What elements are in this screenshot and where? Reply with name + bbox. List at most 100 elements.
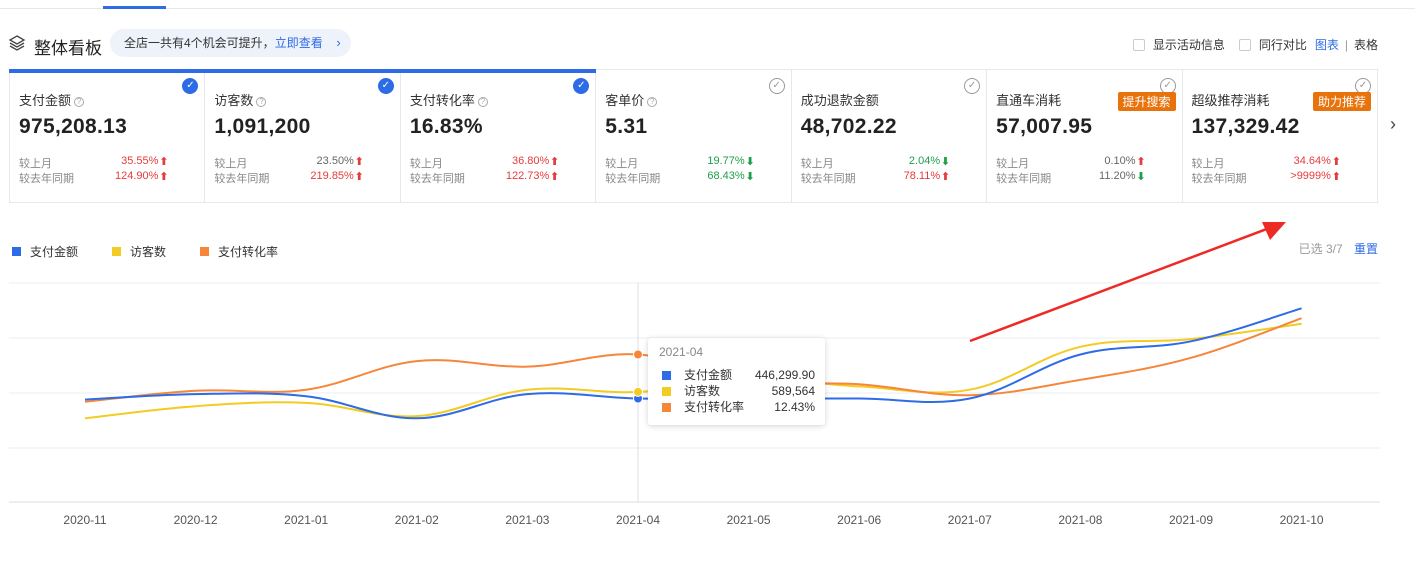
yoy-value: 11.20% — [1099, 170, 1136, 182]
tooltip-series-value: 12.43% — [774, 400, 815, 414]
help-icon[interactable]: ? — [647, 97, 658, 107]
arrow-down-icon: ⬇ — [745, 171, 755, 183]
metric-card[interactable]: ✓ 支付转化率? 16.83% 较上月 36.80% ⬆ 较去年同期 122.73% ⬆ — [399, 69, 597, 202]
metric-value: 57,007.95 — [996, 115, 1093, 138]
legend-item[interactable]: 访客数 — [112, 243, 166, 260]
peer-compare-toggle[interactable]: 同行对比 — [1238, 36, 1307, 53]
check-icon[interactable]: ✓ — [964, 78, 981, 94]
reset-link[interactable]: 重置 — [1353, 242, 1378, 256]
yoy-label: 较去年同期 — [214, 173, 270, 185]
help-icon[interactable]: ? — [256, 97, 267, 107]
yoy-row: 较去年同期 219.85% ⬆ — [214, 170, 399, 185]
metric-card[interactable]: ✓ 提升搜索 直通车消耗 57,007.95 较上月 0.10% ⬆ 较去年同期 11.20% ⬇ — [987, 70, 1183, 202]
metric-label-text: 客单价 — [605, 93, 645, 108]
tooltip-swatch — [662, 387, 671, 396]
legend-swatch — [12, 247, 21, 256]
chart-view-link[interactable]: 图表 — [1314, 38, 1339, 52]
selected-count: 已选 3/7 重置 — [1299, 240, 1378, 257]
metric-card[interactable]: ✓ 助力推荐 超级推荐消耗 137,329.42 较上月 34.64% ⬆ 较去年同期 >999… — [1183, 70, 1377, 202]
mom-label: 较上月 — [1191, 158, 1225, 170]
chart-tooltip: 2021-04 支付金额 446,299.90 访客数 589,564 支付转化率 12.… — [648, 338, 825, 425]
view-divider: | — [1344, 37, 1348, 52]
mom-row: 较上月 36.80% ⬆ — [410, 155, 595, 170]
mom-row: 较上月 23.50% ⬆ — [214, 155, 399, 170]
view-now-link[interactable]: 立即查看 — [274, 36, 323, 50]
yoy-value: 78.11% — [903, 170, 941, 182]
header-options: 显示活动信息 同行对比 图表 | 表格 — [1119, 36, 1378, 53]
check-icon[interactable]: ✓ — [573, 78, 590, 94]
peer-compare-label: 同行对比 — [1258, 38, 1307, 52]
mom-value: 23.50% — [316, 155, 354, 167]
yoy-row: 较去年同期 122.73% ⬆ — [410, 170, 595, 185]
x-tick-label: 2021-02 — [395, 513, 439, 527]
legend-swatch — [200, 247, 210, 256]
arrow-up-icon: ⬆ — [940, 171, 951, 183]
arrow-up-icon: ⬆ — [354, 156, 364, 168]
metric-value: 5.31 — [605, 115, 648, 138]
show-activity-toggle[interactable]: 显示活动信息 — [1132, 36, 1225, 53]
tooltip-series-name: 支付转化率 — [684, 400, 745, 414]
yoy-label: 较去年同期 — [800, 173, 856, 185]
promo-tag[interactable]: 助力推荐 — [1312, 92, 1371, 111]
help-icon[interactable]: ? — [74, 97, 85, 107]
metric-value: 975,208.13 — [19, 115, 128, 138]
x-tick-label: 2021-03 — [505, 513, 549, 527]
yoy-value: 124.90% — [114, 170, 159, 182]
metric-card[interactable]: ✓ 访客数? 1,091,200 较上月 23.50% ⬆ 较去年同期 219.85% ⬆ — [204, 69, 402, 202]
opportunity-tip[interactable]: 全店一共有4个机会可提升，立即查看 › — [110, 29, 351, 57]
metric-card[interactable]: ✓ 成功退款金额 48,702.22 较上月 2.04% ⬇ 较去年同期 78.11% ⬆ — [792, 70, 988, 202]
tooltip-row: 支付转化率 12.43% — [662, 399, 815, 415]
mom-row: 较上月 34.64% ⬆ — [1192, 155, 1377, 170]
chevron-right-icon[interactable]: › — [1390, 114, 1396, 134]
metric-label: 访客数? — [214, 90, 399, 109]
arrow-up-icon: ⬆ — [1331, 171, 1341, 183]
x-tick-label: 2020-12 — [174, 513, 218, 527]
yoy-label: 较去年同期 — [605, 173, 661, 185]
yoy-row: 较去年同期 68.43% ⬇ — [605, 170, 790, 185]
show-activity-checkbox[interactable] — [1132, 38, 1145, 51]
arrow-up-icon: ⬆ — [159, 156, 169, 168]
table-view-link[interactable]: 表格 — [1353, 38, 1378, 52]
metric-card[interactable]: ✓ 客单价? 5.31 较上月 19.77% ⬇ 较去年同期 68.43% ⬇ — [596, 70, 792, 202]
mom-value: 34.64% — [1293, 155, 1331, 167]
x-tick-label: 2020-11 — [63, 513, 106, 527]
peer-compare-checkbox[interactable] — [1238, 38, 1251, 51]
help-icon[interactable]: ? — [477, 97, 488, 107]
yoy-row: 较去年同期 124.90% ⬆ — [19, 170, 204, 185]
check-icon[interactable]: ✓ — [768, 78, 785, 94]
check-icon[interactable]: ✓ — [377, 78, 394, 94]
arrow-up-icon: ⬆ — [1136, 156, 1146, 168]
mom-row: 较上月 35.55% ⬆ — [19, 155, 204, 170]
arrow-down-icon: ⬇ — [1136, 171, 1146, 183]
legend-item[interactable]: 支付金额 — [12, 243, 78, 260]
metric-value: 16.83% — [409, 115, 483, 138]
yoy-row: 较去年同期 >9999% ⬆ — [1192, 170, 1377, 185]
x-tick-label: 2021-04 — [616, 513, 660, 527]
metric-label-text: 访客数 — [214, 93, 254, 108]
annotation-arrow — [969, 225, 1273, 343]
legend-label: 访客数 — [130, 245, 167, 259]
metric-label: 支付转化率? — [410, 90, 595, 109]
metric-value: 137,329.42 — [1191, 115, 1300, 138]
legend-item[interactable]: 支付转化率 — [200, 243, 278, 260]
mom-value: 0.10% — [1104, 155, 1136, 167]
mom-row: 较上月 19.77% ⬇ — [605, 155, 790, 170]
mom-label: 较上月 — [605, 158, 639, 170]
mom-label: 较上月 — [214, 158, 248, 170]
metric-card[interactable]: ✓ 支付金额? 975,208.13 较上月 35.55% ⬆ 较去年同期 124.90% ⬆ — [8, 69, 206, 202]
annotation-arrowhead — [1262, 222, 1286, 240]
mom-value: 35.55% — [121, 155, 159, 167]
arrow-up-icon: ⬆ — [1331, 156, 1341, 168]
legend-label: 支付金额 — [30, 245, 79, 259]
yoy-label: 较去年同期 — [19, 173, 74, 185]
metric-label-text: 支付金额 — [19, 93, 72, 108]
mom-value: 36.80% — [511, 155, 550, 167]
arrow-down-icon: ⬇ — [940, 156, 951, 168]
tooltip-series-value: 589,564 — [771, 384, 815, 398]
promo-tag[interactable]: 提升搜索 — [1117, 92, 1176, 111]
chevron-right-icon: › — [336, 35, 341, 50]
yoy-value: 68.43% — [707, 170, 745, 182]
check-icon[interactable]: ✓ — [182, 78, 199, 94]
active-tab-indicator[interactable] — [103, 6, 166, 9]
legend-label: 支付转化率 — [218, 245, 279, 259]
